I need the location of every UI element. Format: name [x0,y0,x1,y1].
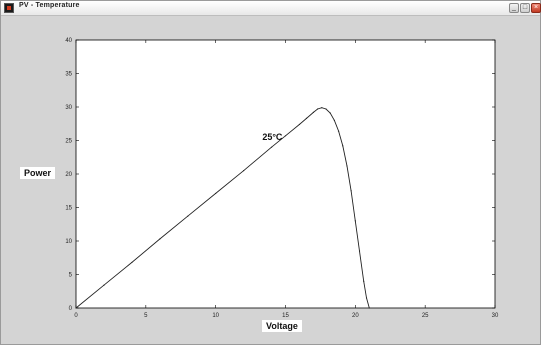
x-axis-label: Voltage [262,320,302,332]
data-point [354,220,356,222]
x-tick-label: 25 [422,313,429,319]
x-tick-label: 20 [352,313,359,319]
data-point [159,238,161,240]
data-point [312,111,315,113]
data-point [131,261,133,264]
data-point [363,280,365,282]
temperature-annotation: 25°C [262,132,283,142]
data-point [329,112,331,114]
minimize-icon[interactable]: _ [509,3,519,13]
data-point [358,250,361,252]
series-line-25c [75,107,370,309]
y-tick-label: 20 [65,172,72,178]
data-point [317,108,319,110]
x-tick-label: 10 [212,313,219,319]
x-tick-label: 5 [144,313,148,319]
plot-area [75,39,496,309]
data-point [187,215,189,217]
y-tick-label: 30 [65,105,72,111]
maximize-icon[interactable]: □ [520,3,530,13]
data-point [350,190,352,192]
window-title: PV - Temperature [19,2,80,9]
matlab-app-icon [4,3,14,13]
data-point [321,107,323,109]
data-point [365,297,368,299]
x-tick-label: 30 [492,313,499,319]
y-tick-label: 40 [65,38,72,44]
data-point [346,165,348,167]
title-bar[interactable]: PV - Temperature _ □ × [1,1,541,16]
data-point [337,130,340,132]
y-tick-label: 15 [65,206,72,212]
data-point [103,284,105,286]
y-tick-label: 25 [65,139,72,145]
data-point [215,192,217,195]
data-point [333,119,335,121]
y-tick-label: 5 [69,273,73,279]
data-point [75,307,77,309]
x-tick-label: 0 [74,313,78,319]
y-tick-label: 0 [69,306,73,312]
x-tick-label: 15 [282,313,289,319]
data-point [298,123,301,126]
y-axis-label: Power [20,167,56,179]
data-point [305,117,308,119]
data-point [342,145,344,147]
data-point [284,135,287,137]
data-point [270,146,273,148]
data-point [368,307,370,309]
y-tick-label: 10 [65,239,72,245]
y-tick-label: 35 [65,72,72,78]
data-point [325,108,327,110]
data-point [243,170,245,172]
